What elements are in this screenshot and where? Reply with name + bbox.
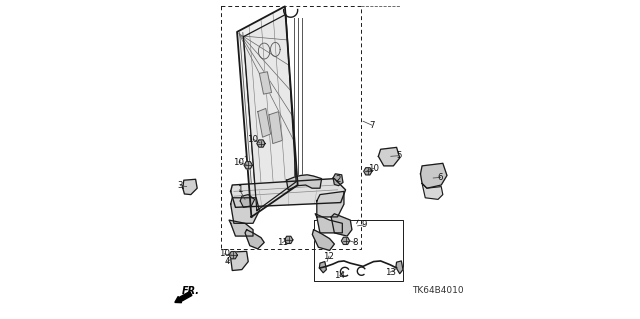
Polygon shape	[378, 147, 400, 166]
Text: 7: 7	[369, 121, 374, 130]
Polygon shape	[312, 230, 334, 250]
Polygon shape	[258, 108, 271, 137]
Polygon shape	[319, 262, 326, 273]
Polygon shape	[230, 251, 248, 271]
Polygon shape	[364, 168, 372, 175]
Text: 10: 10	[219, 249, 230, 258]
Polygon shape	[229, 252, 237, 259]
Polygon shape	[257, 140, 265, 147]
Text: 6: 6	[438, 173, 444, 182]
Polygon shape	[229, 220, 253, 236]
Polygon shape	[420, 163, 447, 188]
Polygon shape	[230, 198, 259, 223]
Polygon shape	[237, 6, 298, 217]
Polygon shape	[396, 261, 403, 274]
Polygon shape	[316, 214, 342, 233]
Polygon shape	[333, 174, 343, 186]
Text: 1: 1	[237, 185, 243, 194]
Text: 11: 11	[277, 238, 288, 247]
Text: FR.: FR.	[182, 286, 200, 296]
Text: 12: 12	[323, 252, 335, 261]
Polygon shape	[331, 214, 352, 236]
Polygon shape	[422, 183, 443, 199]
Text: 10: 10	[234, 158, 244, 167]
Polygon shape	[317, 191, 344, 217]
Polygon shape	[244, 162, 252, 169]
Polygon shape	[259, 72, 271, 94]
Text: 8: 8	[353, 238, 358, 247]
Text: 10: 10	[248, 135, 259, 144]
Polygon shape	[287, 175, 321, 190]
Polygon shape	[285, 236, 293, 243]
Text: 10: 10	[368, 164, 379, 173]
Text: 14: 14	[334, 271, 345, 280]
Text: 2: 2	[336, 175, 341, 184]
Polygon shape	[245, 230, 264, 249]
FancyArrow shape	[175, 292, 192, 303]
Text: 9: 9	[362, 220, 367, 229]
Polygon shape	[183, 179, 197, 195]
Polygon shape	[269, 112, 282, 144]
Polygon shape	[341, 237, 349, 244]
Text: 3: 3	[177, 181, 183, 190]
Text: 4: 4	[224, 257, 230, 266]
Text: 5: 5	[396, 151, 402, 160]
Polygon shape	[243, 14, 296, 211]
Text: TK64B4010: TK64B4010	[412, 286, 464, 295]
Polygon shape	[230, 179, 346, 207]
Polygon shape	[240, 195, 255, 207]
Text: 13: 13	[385, 268, 396, 277]
